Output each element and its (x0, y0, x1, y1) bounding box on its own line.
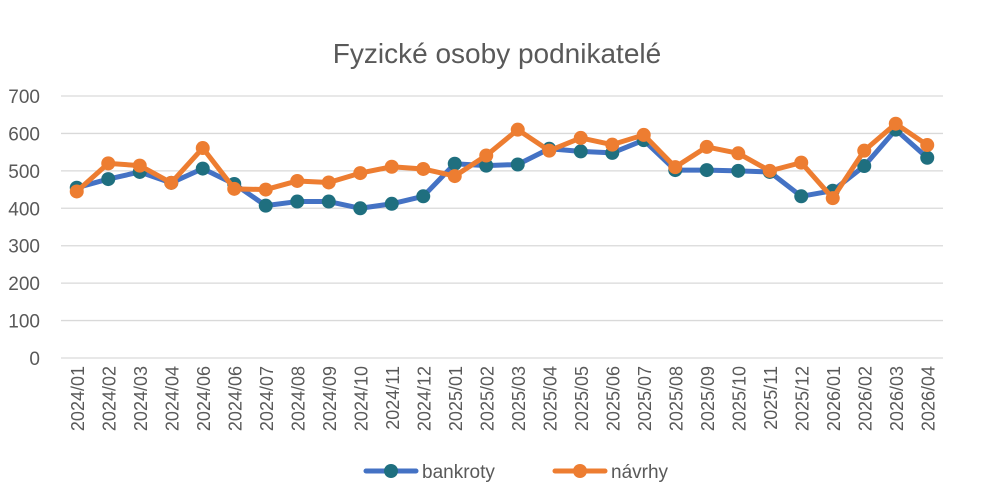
data-point (164, 175, 179, 190)
x-tick-label: 2025/10 (729, 366, 749, 431)
x-tick-label: 2024/02 (99, 366, 119, 431)
x-tick-label: 2024/09 (320, 366, 340, 431)
data-point (132, 158, 147, 173)
x-tick-label: 2024/01 (68, 366, 88, 431)
y-tick-label: 0 (29, 349, 40, 370)
y-tick-label: 200 (8, 274, 40, 295)
data-point (353, 201, 368, 216)
data-point (416, 189, 431, 204)
x-tick-label: 2025/02 (477, 366, 497, 431)
x-tick-label: 2025/11 (761, 366, 781, 430)
x-tick-label: 2024/06 (194, 366, 214, 431)
legend-label: návrhy (611, 462, 669, 483)
data-point (101, 156, 116, 171)
data-point (384, 159, 399, 174)
data-point (290, 194, 305, 209)
data-point (794, 189, 809, 204)
x-tick-label: 2025/01 (446, 366, 466, 431)
series-line (74, 121, 930, 201)
y-tick-label: 300 (8, 237, 40, 258)
data-point (573, 130, 588, 145)
legend: bankroty návrhy (363, 462, 669, 483)
legend-item: bankroty (363, 462, 495, 483)
data-point (542, 143, 557, 158)
x-tick-label: 2026/04 (918, 366, 938, 431)
x-tick-label: 2024/08 (288, 366, 308, 431)
legend-label: bankroty (422, 462, 495, 483)
data-point (699, 163, 714, 178)
y-axis: 0 100 200 300 400 500 600 700 (8, 87, 40, 370)
data-point (573, 144, 588, 159)
data-point (321, 175, 336, 190)
data-point (668, 160, 683, 175)
legend-item: návrhy (552, 462, 669, 483)
x-tick-label: 2024/10 (351, 366, 371, 431)
y-tick-label: 100 (8, 312, 40, 333)
data-point (920, 138, 935, 153)
data-point (195, 141, 210, 156)
x-tick-label: 2024/11 (383, 366, 403, 430)
x-tick-label: 2025/08 (666, 366, 686, 431)
x-axis: 2024/01 2024/02 2024/03 2024/04 2024/06 2024/… (68, 366, 939, 431)
x-tick-label: 2026/02 (855, 366, 875, 431)
x-tick-label: 2025/09 (698, 366, 718, 431)
series-layer (69, 116, 935, 216)
x-tick-label: 2024/06 (225, 366, 245, 431)
x-tick-label: 2024/03 (131, 366, 151, 431)
data-point (605, 137, 620, 152)
data-point (384, 196, 399, 211)
x-tick-label: 2026/03 (887, 366, 907, 431)
data-point (258, 198, 273, 213)
x-tick-label: 2025/12 (792, 366, 812, 431)
data-point (888, 116, 903, 131)
series-line (74, 127, 930, 211)
data-point (321, 194, 336, 209)
x-tick-label: 2026/01 (824, 366, 844, 431)
data-point (510, 157, 525, 172)
data-point (479, 148, 494, 163)
x-tick-label: 2024/07 (257, 366, 277, 431)
data-point (101, 172, 116, 187)
data-point (731, 163, 746, 178)
data-point (290, 173, 305, 188)
chart-title: Fyzické osoby podnikatelé (333, 38, 661, 69)
legend-marker (573, 464, 587, 478)
series-návrhy (69, 116, 935, 206)
y-tick-label: 600 (8, 124, 40, 145)
data-point (636, 127, 651, 142)
legend-marker (384, 464, 398, 478)
data-point (258, 182, 273, 197)
data-point (794, 155, 809, 170)
data-point (353, 166, 368, 181)
x-tick-label: 2025/07 (635, 366, 655, 431)
data-point (762, 163, 777, 178)
data-point (447, 169, 462, 184)
data-point (920, 150, 935, 165)
data-point (69, 184, 84, 199)
y-tick-label: 500 (8, 162, 40, 183)
data-point (416, 161, 431, 176)
x-tick-label: 2025/03 (509, 366, 529, 431)
data-point (699, 139, 714, 154)
grid (61, 95, 943, 359)
data-point (447, 156, 462, 171)
x-tick-label: 2024/04 (162, 366, 182, 431)
data-point (825, 191, 840, 206)
x-tick-label: 2025/05 (572, 366, 592, 431)
data-point (731, 146, 746, 161)
data-point (479, 158, 494, 173)
data-point (857, 143, 872, 158)
data-point (857, 158, 872, 173)
data-point (195, 161, 210, 176)
x-tick-label: 2024/12 (414, 366, 434, 431)
x-tick-label: 2025/04 (540, 366, 560, 431)
data-point (510, 122, 525, 137)
y-tick-label: 700 (8, 87, 40, 108)
x-tick-label: 2025/06 (603, 366, 623, 431)
data-point (227, 181, 242, 196)
y-tick-label: 400 (8, 199, 40, 220)
